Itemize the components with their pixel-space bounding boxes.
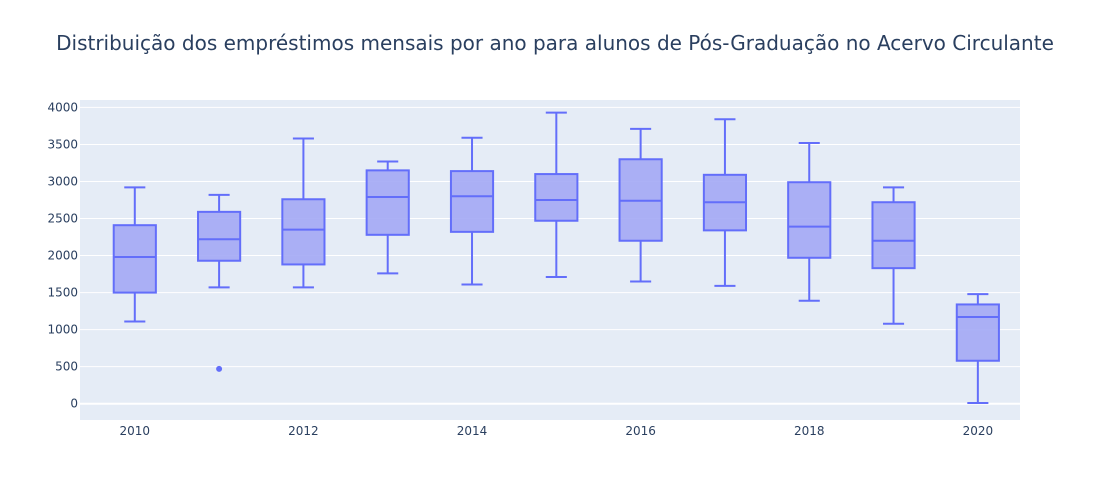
- y-axis-ticks: 0 500 1000 1500 2000 2500 3000 3500 4000: [47, 100, 78, 410]
- x-tick-label: 2014: [457, 424, 488, 438]
- box-iqr: [112, 224, 157, 294]
- y-tick-label: 4000: [47, 100, 78, 114]
- box-iqr: [871, 201, 916, 270]
- chart-title: Distribuição dos empréstimos mensais por…: [56, 31, 1054, 55]
- x-axis-ticks: 2010 2012 2014 2016 2018 2020: [120, 424, 994, 438]
- box-2015: [534, 111, 579, 279]
- x-tick-label: 2016: [625, 424, 656, 438]
- y-tick-label: 500: [55, 360, 78, 374]
- y-tick-label: 2500: [47, 212, 78, 226]
- box-2012: [281, 137, 326, 289]
- box-2014: [449, 136, 495, 286]
- x-tick-label: 2012: [288, 424, 319, 438]
- box-2019: [871, 186, 916, 325]
- outlier-point: [216, 365, 223, 372]
- y-tick-label: 1500: [47, 286, 78, 300]
- y-tick-label: 3500: [47, 137, 78, 151]
- boxes: [112, 111, 1000, 404]
- y-tick-label: 1000: [47, 323, 78, 337]
- box-iqr: [197, 210, 242, 262]
- box-iqr: [787, 181, 832, 259]
- x-tick-label: 2020: [963, 424, 994, 438]
- box-iqr: [281, 198, 326, 266]
- y-tick-label: 0: [70, 397, 78, 411]
- box-2010: [112, 186, 157, 323]
- box-iqr: [449, 170, 495, 233]
- box-2016: [618, 127, 663, 283]
- box-iqr: [365, 169, 410, 236]
- x-tick-label: 2010: [120, 424, 151, 438]
- y-tick-label: 2000: [47, 249, 78, 263]
- box-2020: [955, 293, 1000, 404]
- y-tick-label: 3000: [47, 174, 78, 188]
- box-iqr: [534, 173, 579, 222]
- x-tick-label: 2018: [794, 424, 825, 438]
- box-2017: [702, 118, 748, 287]
- box-iqr: [955, 303, 1000, 362]
- box-2011: [197, 193, 242, 372]
- box-2018: [787, 141, 832, 302]
- box-2013: [365, 160, 410, 275]
